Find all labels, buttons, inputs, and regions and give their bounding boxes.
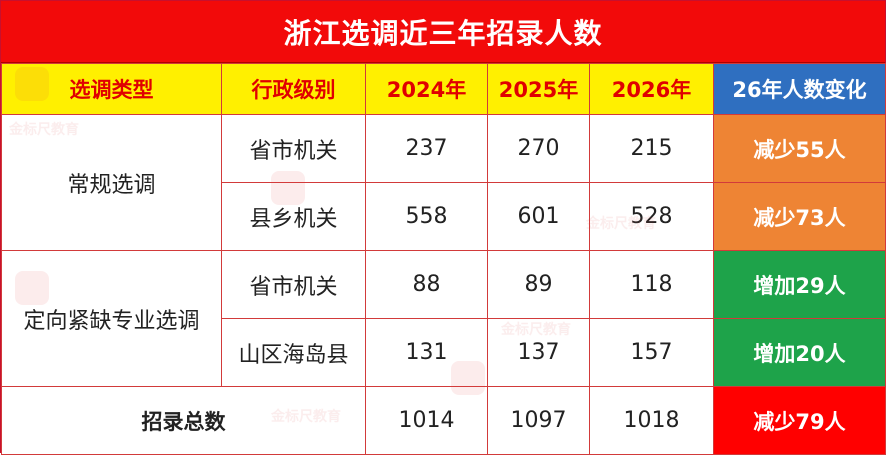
table-title: 浙江选调近三年招录人数 [1, 1, 885, 63]
cell-2024: 237 [365, 114, 488, 183]
cell-level: 山区海岛县 [221, 318, 366, 387]
cell-2025: 89 [487, 250, 590, 319]
table-row: 山区海岛县 131 137 157 增加20人 [2, 318, 886, 387]
group-type-targeted: 定向紧缺专业选调 [1, 250, 222, 387]
cell-level: 县乡机关 [221, 182, 366, 251]
total-label: 招录总数 [1, 386, 366, 455]
cell-change-decrease: 减少55人 [713, 114, 886, 183]
cell-level: 省市机关 [221, 250, 366, 319]
total-2024: 1014 [365, 386, 488, 455]
header-2024: 2024年 [365, 63, 488, 115]
cell-change-decrease: 减少73人 [713, 182, 886, 251]
recruitment-table: 选调类型 行政级别 2024年 2025年 2026年 26年人数变化 常规选调… [1, 63, 886, 455]
header-type: 选调类型 [1, 63, 222, 115]
cell-change-increase: 增加20人 [713, 318, 886, 387]
header-2025: 2025年 [487, 63, 590, 115]
group-type-regular: 常规选调 [1, 114, 222, 251]
total-2025: 1097 [487, 386, 590, 455]
table-row: 常规选调 省市机关 237 270 215 减少55人 [1, 114, 886, 251]
table-row: 定向紧缺专业选调 省市机关 88 89 118 增加29人 [1, 250, 886, 387]
cell-2026: 215 [589, 114, 714, 183]
cell-2025: 137 [487, 318, 590, 387]
cell-2025: 270 [487, 114, 590, 183]
cell-2026: 118 [589, 250, 714, 319]
cell-level: 省市机关 [221, 114, 366, 183]
header-2026: 2026年 [589, 63, 714, 115]
cell-2024: 131 [365, 318, 488, 387]
header-level: 行政级别 [221, 63, 366, 115]
total-row: 招录总数 1014 1097 1018 减少79人 [1, 386, 886, 455]
cell-2024: 88 [365, 250, 488, 319]
cell-change-increase: 增加29人 [713, 250, 886, 319]
total-change: 减少79人 [713, 386, 886, 455]
cell-2025: 601 [487, 182, 590, 251]
cell-2026: 157 [589, 318, 714, 387]
cell-2024: 558 [365, 182, 488, 251]
table-row: 县乡机关 558 601 528 减少73人 [2, 182, 886, 251]
total-2026: 1018 [589, 386, 714, 455]
header-row: 选调类型 行政级别 2024年 2025年 2026年 26年人数变化 [1, 63, 886, 115]
cell-2026: 528 [589, 182, 714, 251]
header-change: 26年人数变化 [713, 63, 886, 115]
